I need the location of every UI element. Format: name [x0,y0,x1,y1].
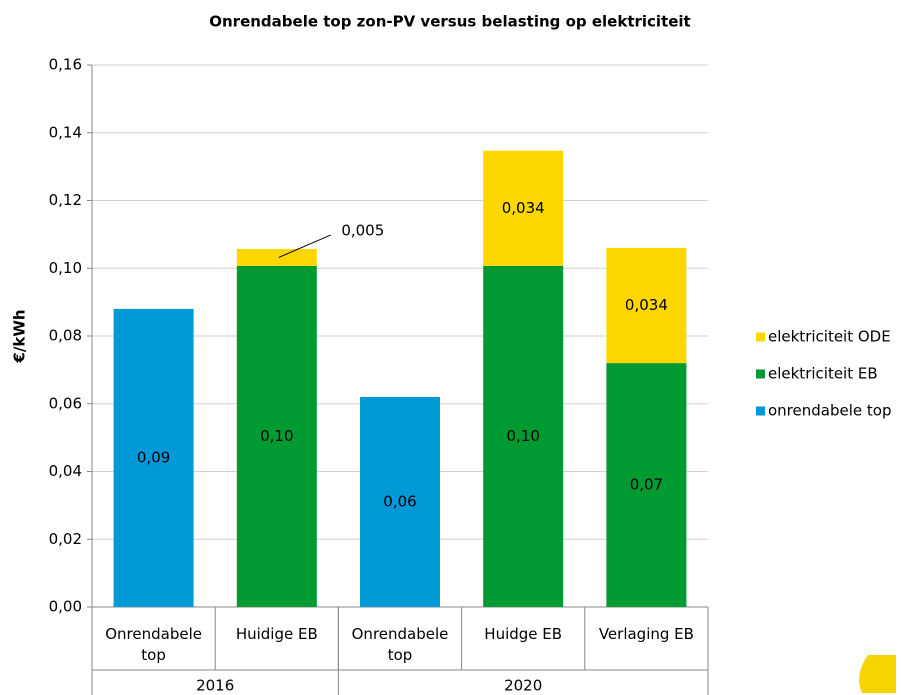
y-tick-label: 0,14 [49,123,82,141]
x-tick-label: Huidge EB [484,625,563,643]
value-label: 0,07 [630,476,663,494]
y-tick-label: 0,08 [49,327,82,345]
group-label: 2016 [196,677,234,695]
value-label: 0,10 [260,427,293,445]
bar-segment [606,363,687,607]
value-label: 0,034 [625,296,668,314]
value-label: 0,005 [341,221,384,239]
bar-segment [236,265,317,607]
x-tick-label: Onrendabele top [105,625,202,664]
value-label: 0,06 [383,492,416,510]
group-label: 2020 [504,677,542,695]
bar-segment [236,248,317,266]
value-label: 0,09 [137,448,170,466]
value-label: 0,10 [506,427,539,445]
bar-segment [360,396,440,607]
legend-label: elektriciteit EB [768,365,878,383]
bar-segment [113,308,194,607]
y-tick-label: 0,10 [49,259,82,277]
y-tick-label: 0,16 [49,56,82,74]
y-tick-label: 0,02 [49,530,82,548]
leader-line [278,234,331,258]
x-tick-label: Onrendabele top [351,625,449,664]
bar-segment [483,265,564,607]
y-axis-label: €/kWh [11,309,29,363]
legend-label: elektriciteit ODE [768,328,891,346]
y-tick-label: 0,06 [49,394,82,412]
legend-swatch [756,406,765,416]
y-tick-label: 0,04 [49,462,82,480]
legend-swatch [756,332,765,342]
legend-label: onrendabele top [768,402,891,420]
legend-swatch [756,369,765,379]
logo [859,655,896,693]
x-tick-label: Huidige EB [235,625,318,643]
bar-segment [606,247,687,364]
x-tick-label: Verlaging EB [598,625,694,643]
y-tick-label: 0,12 [49,191,82,209]
chart-title: Onrendabele top zon-PV versus belasting … [209,13,690,31]
bar-segment [483,150,564,266]
value-label: 0,034 [502,199,545,217]
y-tick-label: 0,00 [49,598,82,616]
